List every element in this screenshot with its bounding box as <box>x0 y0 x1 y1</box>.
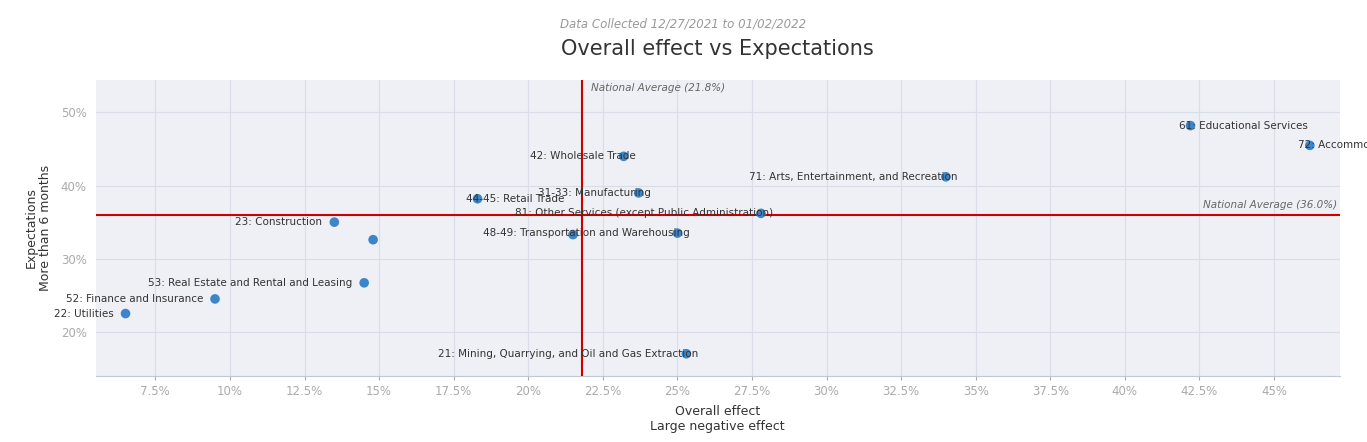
Text: 44-45: Retail Trade: 44-45: Retail Trade <box>466 194 565 204</box>
Point <box>466 195 488 202</box>
Text: 42: Wholesale Trade: 42: Wholesale Trade <box>530 151 636 161</box>
Point <box>675 350 697 357</box>
Text: 31-33: Manufacturing: 31-33: Manufacturing <box>537 188 651 198</box>
Point <box>324 219 346 226</box>
Point <box>667 229 689 236</box>
Point <box>612 153 634 160</box>
Text: 71: Arts, Entertainment, and Recreation: 71: Arts, Entertainment, and Recreation <box>749 172 958 182</box>
Text: 53: Real Estate and Rental and Leasing: 53: Real Estate and Rental and Leasing <box>148 278 353 288</box>
Point <box>362 236 384 243</box>
Point <box>204 295 226 302</box>
Text: 23: Construction: 23: Construction <box>235 217 323 227</box>
Title: Overall effect vs Expectations: Overall effect vs Expectations <box>562 38 874 58</box>
Point <box>115 310 137 317</box>
Point <box>935 173 957 180</box>
Text: 22: Utilities: 22: Utilities <box>53 309 113 319</box>
Point <box>353 279 375 286</box>
Text: Data Collected 12/27/2021 to 01/02/2022: Data Collected 12/27/2021 to 01/02/2022 <box>560 18 807 30</box>
Text: 52: Finance and Insurance: 52: Finance and Insurance <box>66 294 204 304</box>
Text: National Average (36.0%): National Average (36.0%) <box>1203 200 1337 210</box>
Y-axis label: Expectations
More than 6 months: Expectations More than 6 months <box>25 164 52 291</box>
X-axis label: Overall effect
Large negative effect: Overall effect Large negative effect <box>651 405 785 433</box>
Point <box>1180 122 1202 129</box>
Point <box>562 231 584 238</box>
Point <box>1299 142 1321 149</box>
Text: 61: Educational Services: 61: Educational Services <box>1178 121 1307 131</box>
Text: 48-49: Transportation and Warehousing: 48-49: Transportation and Warehousing <box>483 228 689 238</box>
Text: 72: Accommodation and Food Services: 72: Accommodation and Food Services <box>1297 141 1367 150</box>
Text: National Average (21.8%): National Average (21.8%) <box>591 83 725 93</box>
Text: 21: Mining, Quarrying, and Oil and Gas Extraction: 21: Mining, Quarrying, and Oil and Gas E… <box>437 349 699 359</box>
Point <box>627 189 649 196</box>
Text: 81: Other Services (except Public Administration): 81: Other Services (except Public Admini… <box>515 208 772 218</box>
Point <box>750 210 772 217</box>
